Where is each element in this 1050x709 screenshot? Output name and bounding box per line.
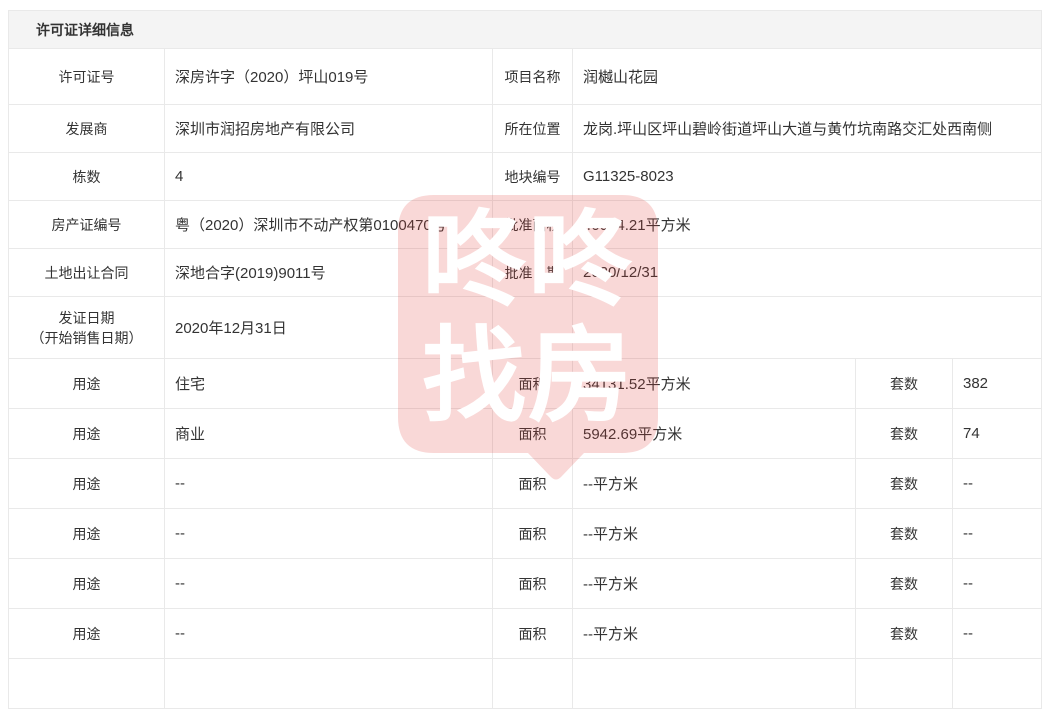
row-value: 40074.21平方米 bbox=[583, 217, 691, 234]
area-label: 面积 bbox=[493, 559, 573, 608]
usage-value: -- bbox=[165, 559, 493, 608]
row-label: 土地出让合同 bbox=[9, 249, 165, 296]
row-value: 2020年12月31日 bbox=[165, 297, 493, 358]
usage-value: 商业 bbox=[165, 409, 493, 458]
row-value: 深房许字（2020）坪山019号 bbox=[165, 49, 493, 104]
units-value: -- bbox=[963, 475, 973, 492]
row-label: 栋数 bbox=[9, 153, 165, 200]
area-label: 面积 bbox=[493, 409, 573, 458]
usage-value: -- bbox=[165, 609, 493, 658]
row-value bbox=[573, 297, 1041, 358]
usage-label: 用途 bbox=[9, 459, 165, 508]
units-label: 套数 bbox=[856, 359, 953, 408]
table-row: 栋数 4 地块编号 G11325-8023 bbox=[9, 153, 1041, 201]
row-label: 地块编号 bbox=[493, 153, 573, 200]
row-label: 房产证编号 bbox=[9, 201, 165, 248]
units-value: -- bbox=[963, 525, 973, 542]
area-label: 面积 bbox=[493, 509, 573, 558]
usage-label: 用途 bbox=[9, 409, 165, 458]
usage-row: 用途 -- 面积 --平方米 套数 -- bbox=[9, 459, 1041, 509]
units-label: 套数 bbox=[856, 559, 953, 608]
row-value: 润樾山花园 bbox=[583, 69, 659, 86]
area-value: --平方米 bbox=[573, 459, 856, 508]
usage-label: 用途 bbox=[9, 509, 165, 558]
usage-row: 用途 住宅 面积 34131.52平方米 套数 382 bbox=[9, 359, 1041, 409]
usage-label: 用途 bbox=[9, 359, 165, 408]
row-label: 发证日期 （开始销售日期） bbox=[9, 297, 165, 358]
row-label: 批准面积 bbox=[493, 201, 573, 248]
table-row: 发证日期 （开始销售日期） 2020年12月31日 bbox=[9, 297, 1041, 359]
area-label: 面积 bbox=[493, 459, 573, 508]
units-value: 74 bbox=[963, 425, 980, 442]
row-label: 许可证号 bbox=[9, 49, 165, 104]
usage-value: -- bbox=[165, 459, 493, 508]
units-value: 382 bbox=[963, 375, 989, 392]
area-label: 面积 bbox=[493, 609, 573, 658]
row-value: 粤（2020）深圳市不动产权第0100470号 bbox=[165, 201, 493, 248]
usage-value: -- bbox=[165, 509, 493, 558]
row-label: 发展商 bbox=[9, 105, 165, 152]
units-value: -- bbox=[963, 575, 973, 592]
area-value: --平方米 bbox=[573, 509, 856, 558]
units-value: -- bbox=[963, 625, 973, 642]
usage-row: 用途 -- 面积 --平方米 套数 -- bbox=[9, 509, 1041, 559]
permit-detail-panel: 许可证详细信息 许可证号 深房许字（2020）坪山019号 项目名称 润樾山花园… bbox=[8, 10, 1042, 709]
usage-row: 用途 商业 面积 5942.69平方米 套数 74 bbox=[9, 409, 1041, 459]
area-value: --平方米 bbox=[573, 559, 856, 608]
usage-row: 用途 -- 面积 --平方米 套数 -- bbox=[9, 609, 1041, 659]
row-label: 所在位置 bbox=[493, 105, 573, 152]
units-label: 套数 bbox=[856, 459, 953, 508]
usage-row: 用途 -- 面积 --平方米 套数 -- bbox=[9, 559, 1041, 609]
units-label: 套数 bbox=[856, 609, 953, 658]
area-value: 34131.52平方米 bbox=[573, 359, 856, 408]
row-value: 深圳市润招房地产有限公司 bbox=[165, 105, 493, 152]
row-value: 2020/12/31 bbox=[583, 264, 659, 281]
usage-label: 用途 bbox=[9, 609, 165, 658]
units-label: 套数 bbox=[856, 509, 953, 558]
usage-value: 住宅 bbox=[165, 359, 493, 408]
units-label: 套数 bbox=[856, 409, 953, 458]
table-row: 许可证号 深房许字（2020）坪山019号 项目名称 润樾山花园 bbox=[9, 49, 1041, 105]
area-label: 面积 bbox=[493, 359, 573, 408]
row-value: G11325-8023 bbox=[583, 168, 674, 185]
row-label: 项目名称 bbox=[493, 49, 573, 104]
area-value: --平方米 bbox=[573, 609, 856, 658]
usage-label: 用途 bbox=[9, 559, 165, 608]
row-value: 龙岗.坪山区坪山碧岭街道坪山大道与黄竹坑南路交汇处西南侧 bbox=[583, 121, 993, 138]
row-value: 4 bbox=[165, 153, 493, 200]
panel-title: 许可证详细信息 bbox=[9, 11, 1041, 49]
row-label bbox=[493, 297, 573, 358]
table-row: 土地出让合同 深地合字(2019)9011号 批准日期 2020/12/31 bbox=[9, 249, 1041, 297]
row-value: 深地合字(2019)9011号 bbox=[165, 249, 493, 296]
area-value: 5942.69平方米 bbox=[573, 409, 856, 458]
table-row: 发展商 深圳市润招房地产有限公司 所在位置 龙岗.坪山区坪山碧岭街道坪山大道与黄… bbox=[9, 105, 1041, 153]
row-label: 批准日期 bbox=[493, 249, 573, 296]
table-row: 房产证编号 粤（2020）深圳市不动产权第0100470号 批准面积 40074… bbox=[9, 201, 1041, 249]
